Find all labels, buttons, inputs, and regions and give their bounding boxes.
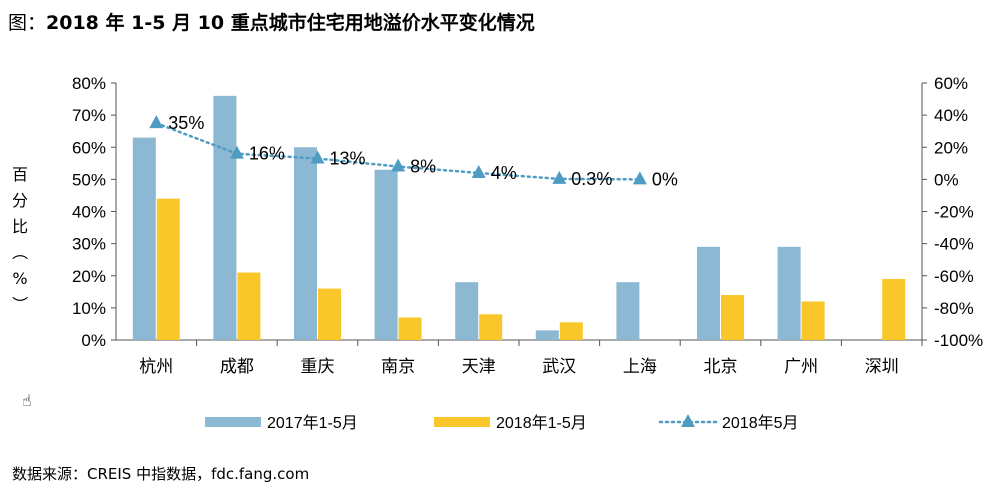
left-tick-label: 80%: [72, 74, 106, 93]
line-point-marker: [149, 115, 164, 129]
bar-2018: [318, 288, 341, 340]
bar-2017: [697, 246, 720, 340]
category-label: 重庆: [301, 357, 335, 377]
bar-2018: [156, 198, 180, 340]
legend-marker: [681, 414, 695, 427]
line-point-marker: [552, 170, 567, 184]
bar-2018: [801, 301, 825, 340]
legend: 2017年1-5月 2018年1-5月 2018年5月: [205, 414, 799, 432]
title-prefix: 图：: [8, 12, 47, 34]
right-tick-label: 20%: [934, 138, 968, 157]
bar-2018: [237, 272, 261, 340]
right-tick-label: 60%: [934, 74, 968, 93]
right-tick-label: -80%: [934, 299, 974, 318]
line-point-marker: [471, 164, 486, 178]
left-tick-label: 60%: [72, 138, 106, 157]
category-label: 武汉: [542, 357, 576, 377]
line-point-marker: [310, 150, 325, 164]
y-axis-title-char: ）: [10, 296, 29, 312]
data-label: 0.3%: [571, 169, 612, 189]
left-tick-label: 30%: [72, 235, 106, 254]
data-label: 35%: [168, 113, 204, 133]
legend-label: 2018年5月: [722, 414, 799, 432]
bar-2017: [132, 137, 156, 340]
line-point-marker: [632, 171, 647, 185]
y-axis-title-char: 比: [12, 217, 28, 236]
category-label: 广州: [784, 357, 818, 377]
bars: [132, 95, 906, 340]
bar-2017: [616, 282, 640, 340]
left-tick-label: 10%: [72, 299, 106, 318]
category-label: 天津: [462, 357, 496, 377]
title-main: 2018 年 1-5 月 10 重点城市住宅用地溢价水平变化情况: [46, 12, 535, 34]
category-label: 成都: [220, 357, 254, 377]
axes: 0% 10% 20% 30% 40% 50% 60% 70% 80% -100% -80% -60% -…: [10, 74, 983, 377]
chart-title: 图：2018 年 1-5 月 10 重点城市住宅用地溢价水平变化情况: [8, 8, 535, 35]
line-point-marker: [391, 158, 406, 172]
y-axis-title-char: 百: [12, 165, 28, 184]
right-tick-label: -40%: [934, 235, 974, 254]
bar-2018: [721, 295, 744, 340]
legend-label: 2017年1-5月: [267, 414, 358, 432]
left-tick-label: 0%: [81, 331, 106, 350]
data-label: 13%: [330, 148, 366, 168]
right-tick-label: -60%: [934, 267, 974, 286]
bar-2018: [479, 314, 503, 340]
legend-swatch: [205, 417, 261, 427]
bar-2017: [294, 147, 317, 340]
y-axis-title-char: %: [12, 269, 27, 288]
right-tick-label: 0%: [934, 170, 959, 189]
left-tick-label: 20%: [72, 267, 106, 286]
bar-2018: [559, 322, 583, 340]
data-label: 16%: [249, 144, 285, 164]
right-tick-label: 40%: [934, 106, 968, 125]
bar-2017: [535, 330, 559, 340]
legend-swatch: [434, 417, 490, 427]
category-label: 南京: [381, 357, 415, 377]
source-note: 数据来源：CREIS 中指数据，fdc.fang.com: [12, 465, 310, 483]
data-label: 8%: [410, 157, 436, 177]
y-axis-title-char: （: [10, 244, 29, 260]
right-tick-label: -20%: [934, 203, 974, 222]
bar-2017: [374, 169, 398, 340]
bar-2018: [882, 278, 906, 340]
bar-2017: [777, 246, 801, 340]
left-tick-label: 50%: [72, 170, 106, 189]
bar-2018: [398, 317, 422, 340]
category-label: 深圳: [865, 357, 899, 377]
left-tick-label: 40%: [72, 203, 106, 222]
data-label: 0%: [652, 169, 678, 189]
bar-2017: [213, 95, 237, 340]
y-axis-title-char: 分: [12, 191, 28, 210]
line-series: 35% 16% 13% 8% 4% 0.3% 0%: [149, 113, 678, 189]
right-tick-label: -100%: [934, 331, 983, 350]
legend-label: 2018年1-5月: [496, 414, 587, 432]
category-label: 上海: [623, 357, 657, 377]
bar-2017: [455, 282, 479, 340]
category-label: 杭州: [139, 357, 173, 377]
category-label: 北京: [704, 357, 738, 377]
hand-cursor-icon: ☝: [22, 391, 32, 410]
line-point-marker: [229, 145, 244, 159]
data-label: 4%: [491, 163, 517, 183]
left-tick-label: 70%: [72, 106, 106, 125]
